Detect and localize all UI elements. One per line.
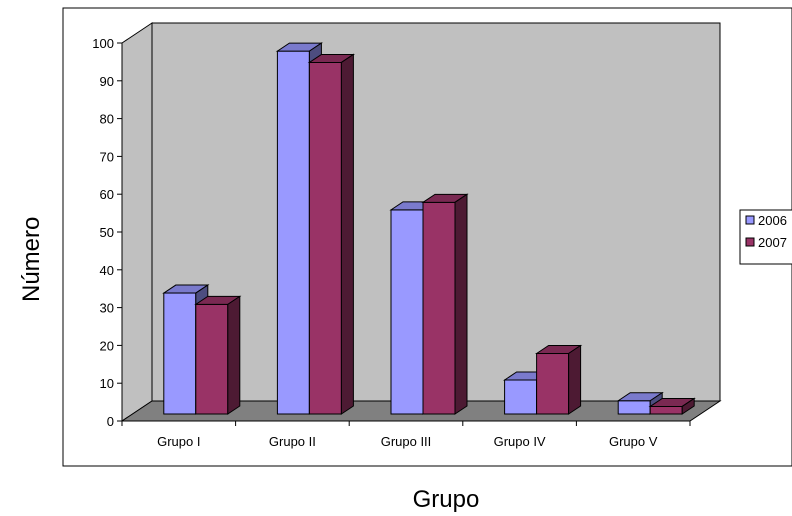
y-tick-label: 70 <box>100 149 114 164</box>
legend-label-2006: 2006 <box>758 213 787 228</box>
bar-2006-5 <box>617 400 651 415</box>
bar-2006-2 <box>276 50 310 415</box>
y-tick-label: 90 <box>100 74 114 89</box>
bar-2007-5 <box>649 405 683 415</box>
bar-2006-1 <box>163 292 197 415</box>
bar-2007-3 <box>422 201 456 415</box>
bar-side-2007-5 <box>681 397 695 415</box>
x-tick-label: Grupo III <box>381 434 432 449</box>
legend-swatch-2007 <box>745 237 755 247</box>
bar-2007-2 <box>308 61 342 415</box>
side-wall <box>121 22 153 422</box>
y-tick-label: 0 <box>107 414 114 429</box>
y-tick-label: 60 <box>100 187 114 202</box>
x-tick-label: Grupo II <box>269 434 316 449</box>
bar-2006-4 <box>504 379 538 415</box>
bar-2007-4 <box>536 353 570 415</box>
y-tick-label: 20 <box>100 338 114 353</box>
bar-side-2007-3 <box>454 193 468 415</box>
y-tick-label: 100 <box>92 36 114 51</box>
bar-2006-3 <box>390 209 424 415</box>
bar-side-2007-1 <box>227 295 241 415</box>
legend-label-2007: 2007 <box>758 235 787 250</box>
y-tick-label: 40 <box>100 263 114 278</box>
legend-swatch-2006 <box>745 215 755 225</box>
y-tick-label: 50 <box>100 225 114 240</box>
x-tick-label: Grupo I <box>157 434 200 449</box>
y-tick-label: 10 <box>100 376 114 391</box>
y-tick-label: 30 <box>100 301 114 316</box>
bar-side-2007-2 <box>340 53 354 415</box>
y-tick-label: 80 <box>100 112 114 127</box>
x-tick-label: Grupo IV <box>494 434 546 449</box>
bar-2007-1 <box>195 303 229 415</box>
x-axis-title: Grupo <box>412 486 480 513</box>
y-axis-title: Número <box>18 216 45 302</box>
bar-side-2007-4 <box>568 344 582 415</box>
x-tick-label: Grupo V <box>609 434 658 449</box>
